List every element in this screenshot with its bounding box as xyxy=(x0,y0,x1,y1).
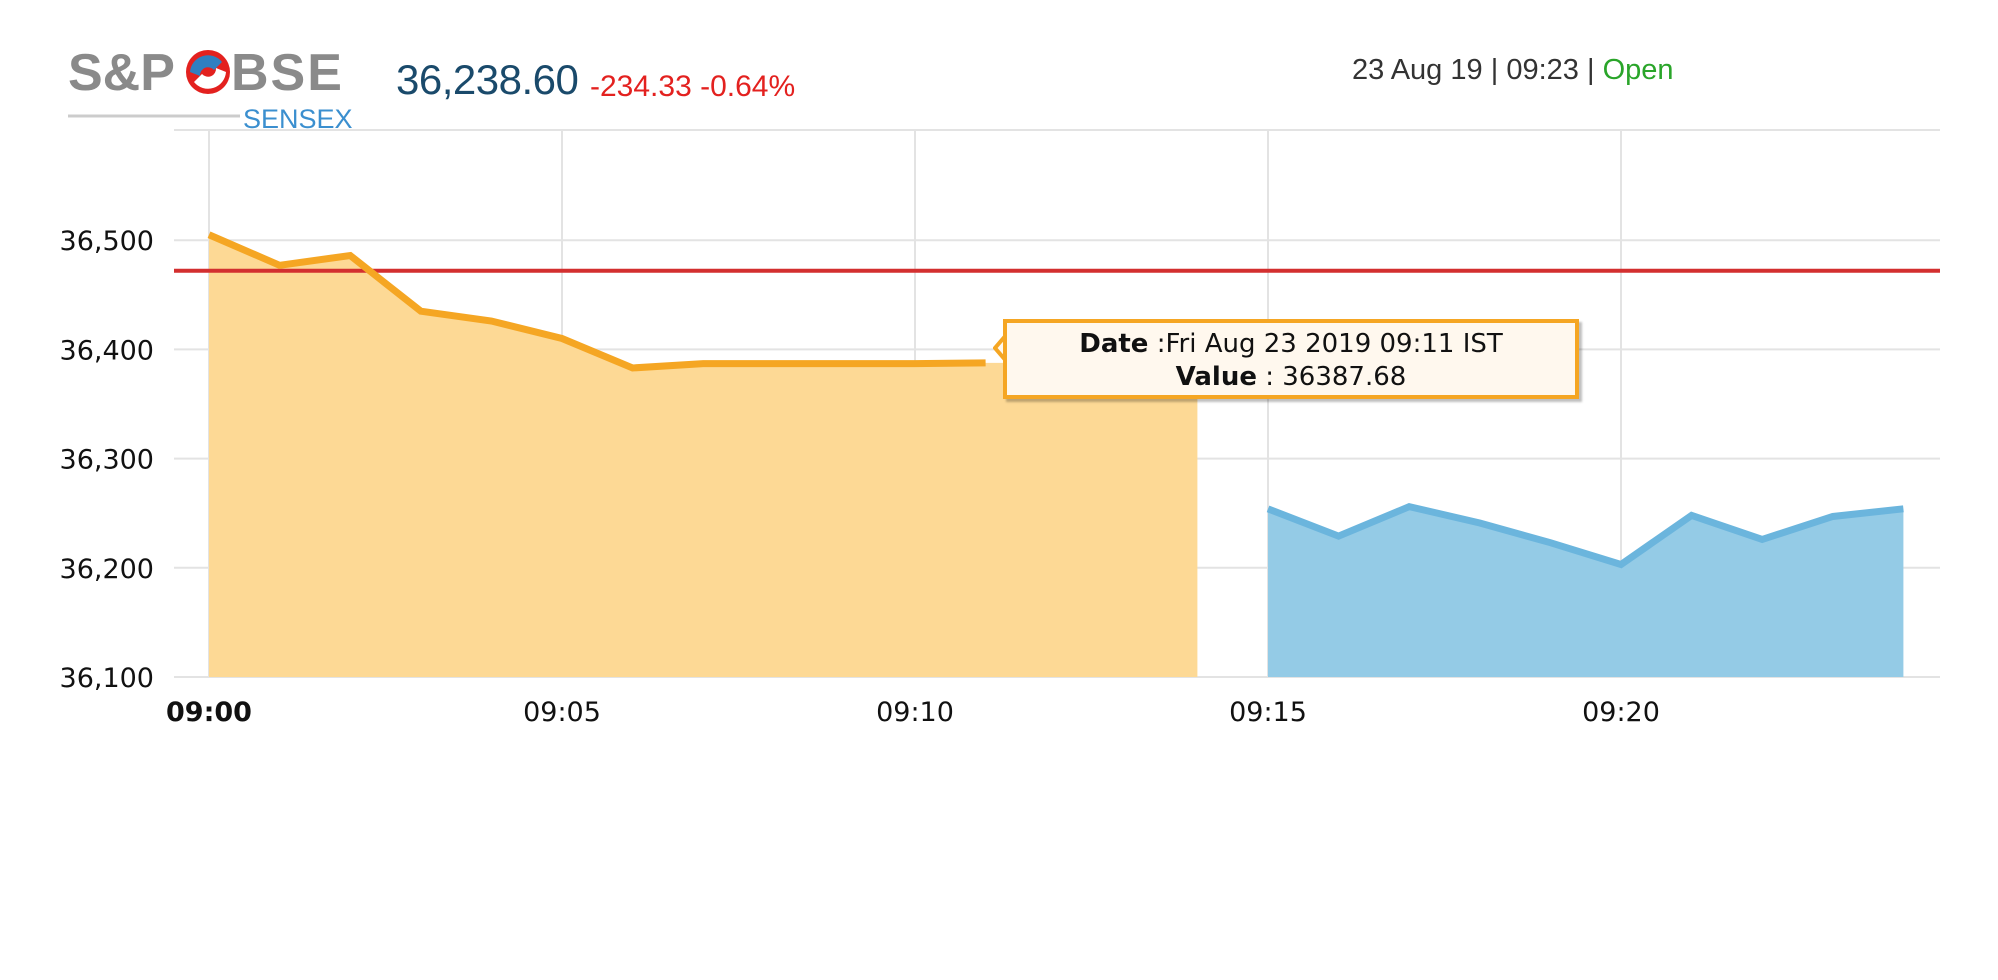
tooltip-date-value: :Fri Aug 23 2019 09:11 IST xyxy=(1156,329,1503,359)
logo-text-sensex: SENSEX xyxy=(243,104,353,130)
x-axis: 09:00 09:05 09:10 09:15 09:20 xyxy=(166,697,1660,728)
chart-areas xyxy=(209,234,1904,678)
y-tick-label-1: 36,200 xyxy=(60,554,154,585)
tooltip-value-value: : 36387.68 xyxy=(1265,362,1407,392)
bse-sensex-logo: S&P BSE SENSEX xyxy=(68,46,353,130)
x-tick-label-4: 09:20 xyxy=(1582,697,1660,728)
series-area-1 xyxy=(1268,506,1904,677)
x-tick-label-2: 09:10 xyxy=(876,697,954,728)
tooltip-date-row: Date :Fri Aug 23 2019 09:11 IST xyxy=(1007,328,1575,361)
change-points: -234.33 xyxy=(590,70,692,103)
tooltip-value-label: Value xyxy=(1175,362,1257,392)
y-tick-label-3: 36,400 xyxy=(60,335,154,366)
x-tick-label-3: 09:15 xyxy=(1229,697,1307,728)
chart-lines xyxy=(207,231,1904,569)
logo-text-bse: BSE xyxy=(231,46,344,102)
series-line-0 xyxy=(207,231,986,372)
series-area-0 xyxy=(209,234,1198,678)
index-change: -234.33 -0.64% xyxy=(590,70,795,104)
logo-text-sp: S&P xyxy=(68,46,175,102)
index-value: 36,238.60 xyxy=(396,56,579,103)
y-axis: 36,100 36,200 36,300 36,400 36,500 xyxy=(60,226,154,694)
status-separator-2: | xyxy=(1586,54,1595,86)
series-line-1 xyxy=(1266,502,1904,569)
y-tick-label-4: 36,500 xyxy=(60,226,154,257)
chart-tooltip: Date :Fri Aug 23 2019 09:11 IST Value : … xyxy=(993,319,1585,405)
y-tick-label-0: 36,100 xyxy=(60,663,154,694)
status-time: 09:23 xyxy=(1506,54,1579,86)
tooltip-date-label: Date xyxy=(1079,329,1149,359)
tooltip-value-row: Value : 36387.68 xyxy=(1007,361,1575,394)
change-percent: -0.64% xyxy=(700,70,796,103)
status-separator: | xyxy=(1490,54,1499,86)
market-status-line: 23 Aug 19 | 09:23 | Open xyxy=(1352,54,1674,87)
x-tick-label-1: 09:05 xyxy=(523,697,601,728)
market-status: Open xyxy=(1602,54,1674,86)
status-date: 23 Aug 19 xyxy=(1352,54,1483,86)
tooltip-box: Date :Fri Aug 23 2019 09:11 IST Value : … xyxy=(1003,319,1579,399)
x-tick-label-0: 09:00 xyxy=(166,697,252,728)
chart-header: S&P BSE SENSEX 36,238.60 -234.33 -0.64% … xyxy=(0,0,1998,130)
y-tick-label-2: 36,300 xyxy=(60,445,154,476)
